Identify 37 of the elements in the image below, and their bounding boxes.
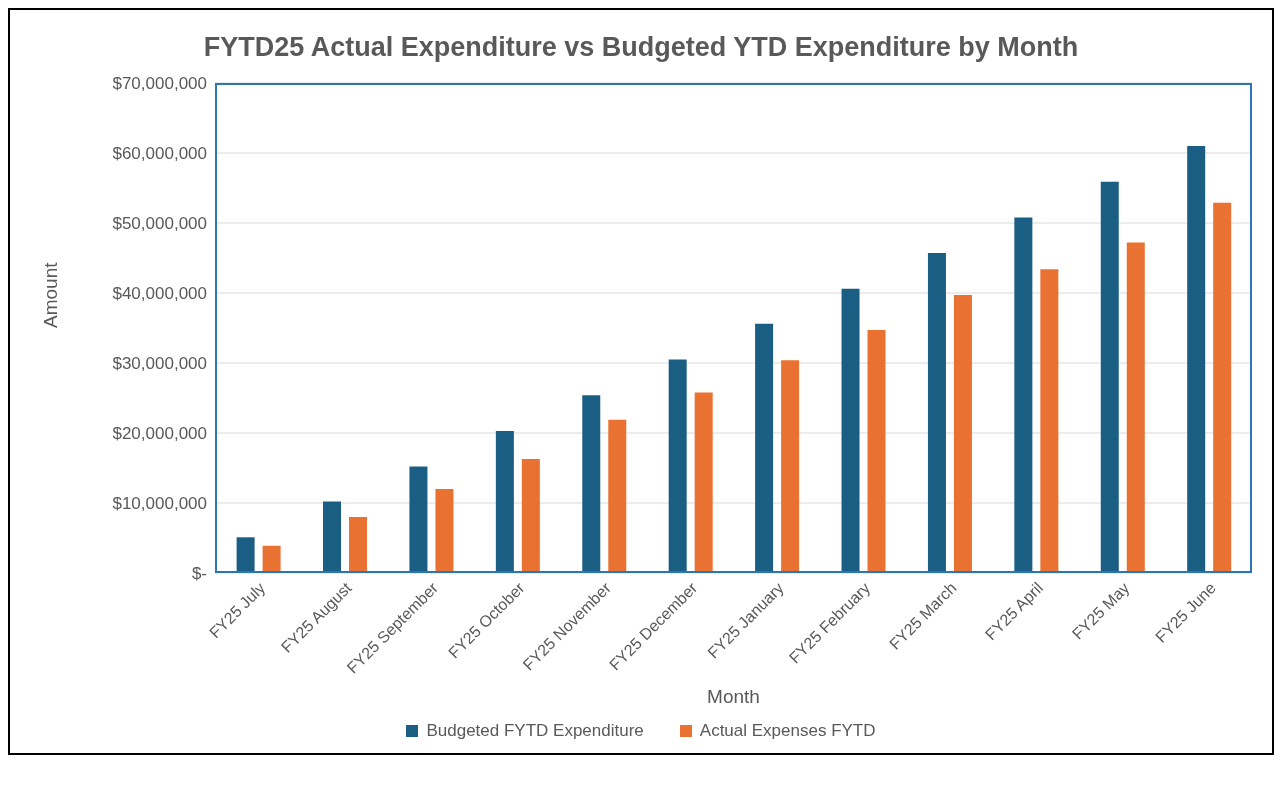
- y-tick-label: $10,000,000: [112, 494, 207, 514]
- y-tick-label: $30,000,000: [112, 354, 207, 374]
- bar: [521, 458, 540, 573]
- bar: [1213, 202, 1232, 573]
- bar: [582, 395, 601, 573]
- y-tick-label: $70,000,000: [112, 74, 207, 94]
- y-tick-label: $50,000,000: [112, 214, 207, 234]
- chart-title: FYTD25 Actual Expenditure vs Budgeted YTD Expenditure by Month: [202, 32, 1080, 63]
- bar: [755, 323, 774, 573]
- y-tick-label: $20,000,000: [112, 424, 207, 444]
- legend-label: Actual Expenses FYTD: [699, 721, 876, 741]
- bar: [608, 419, 627, 573]
- bar: [349, 517, 368, 573]
- x-axis-title: Month: [707, 686, 760, 707]
- bar: [867, 330, 886, 573]
- bar: [495, 430, 514, 573]
- bar: [409, 466, 428, 573]
- legend-label: Budgeted FYTD Expenditure: [426, 721, 644, 741]
- bar: [953, 295, 972, 573]
- bar: [1100, 181, 1119, 573]
- y-tick-label: $40,000,000: [112, 284, 207, 304]
- bar: [236, 537, 255, 573]
- bar: [694, 392, 713, 573]
- bar: [323, 501, 342, 573]
- bar: [1014, 217, 1033, 573]
- bar: [781, 360, 800, 573]
- y-axis-title: Amount: [39, 261, 61, 328]
- bar: [1187, 146, 1206, 573]
- bar: [927, 253, 946, 573]
- bar: [1126, 242, 1145, 573]
- bar: [668, 359, 687, 573]
- bar: [262, 545, 281, 573]
- bar: [1040, 269, 1059, 573]
- y-tick-label: $60,000,000: [112, 144, 207, 164]
- bar: [435, 489, 454, 573]
- bar: [841, 288, 860, 573]
- y-tick-label: $-: [191, 564, 207, 584]
